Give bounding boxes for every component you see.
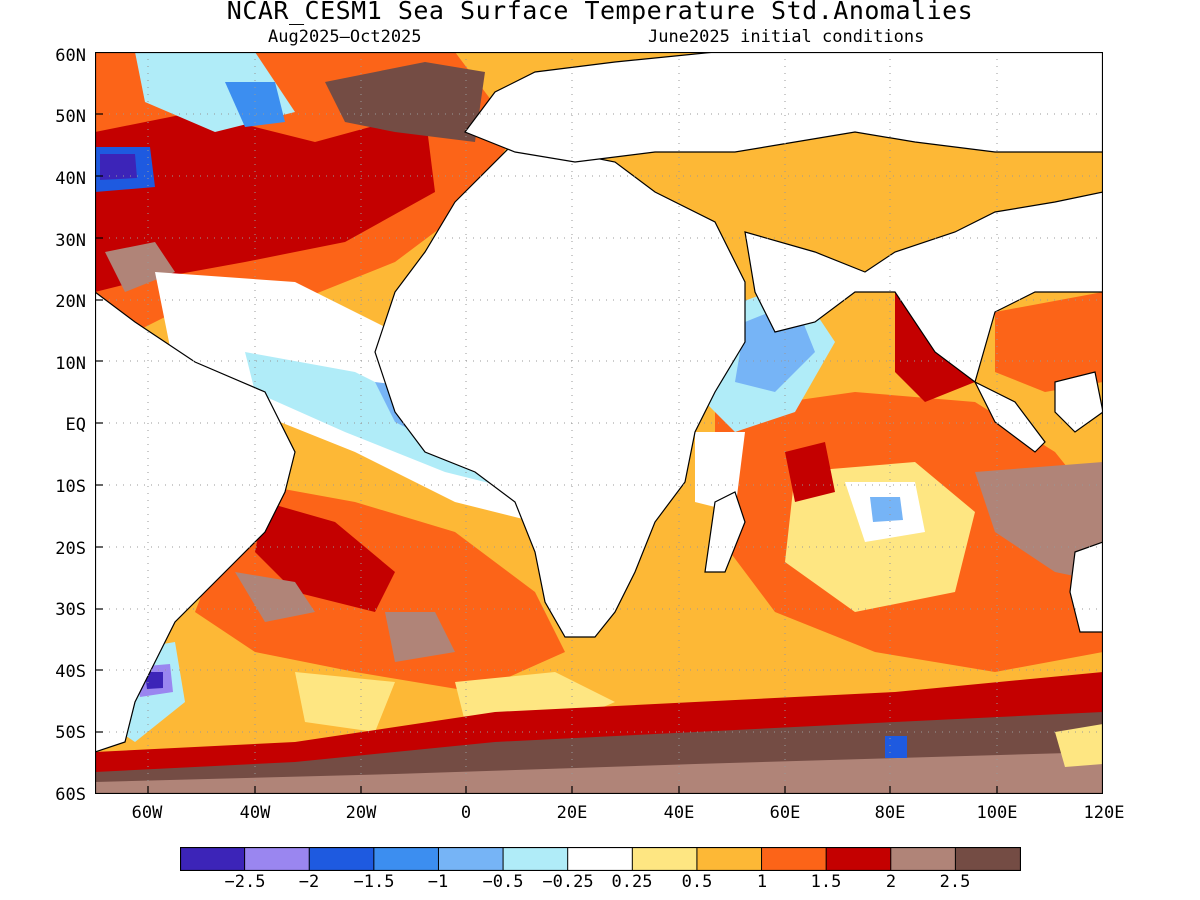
anomaly-region — [325, 62, 485, 142]
colorbar-label: −2 — [298, 872, 320, 892]
colorbar-swatch — [244, 847, 311, 871]
lat-label: 50S — [55, 723, 86, 743]
colorbar-swatch — [954, 847, 1021, 871]
initial-conditions: June2025 initial conditions — [648, 27, 925, 47]
anomaly-region — [1055, 724, 1103, 767]
lat-label: 10S — [55, 477, 86, 497]
lon-label: 40E — [663, 803, 695, 823]
colorbar-label: −0.5 — [482, 872, 524, 892]
colorbar-label: 0.25 — [611, 872, 653, 892]
lat-label: 30N — [55, 231, 86, 251]
colorbar-swatch — [890, 847, 957, 871]
lon-label: 80E — [874, 803, 906, 823]
lon-label: 40W — [239, 803, 271, 823]
colorbar-label: 1 — [756, 872, 768, 892]
colorbar-swatch — [502, 847, 569, 871]
land-sumatra — [973, 380, 1046, 453]
lon-label: 60W — [131, 803, 163, 823]
colorbar-swatch — [631, 847, 698, 871]
lon-label: 0 — [460, 803, 472, 823]
sst-anomaly-map — [95, 52, 1103, 794]
anomaly-region — [870, 497, 903, 522]
lat-label: 50N — [55, 107, 86, 127]
lat-label: 30S — [55, 600, 86, 620]
axis-ticks — [95, 113, 998, 794]
land-borneo — [1054, 371, 1103, 433]
anomaly-region — [145, 672, 163, 689]
anomaly-region — [225, 82, 285, 127]
colorbar-swatch — [567, 847, 634, 871]
colorbar-swatch — [308, 847, 375, 871]
anomaly-region — [385, 612, 455, 662]
anomaly-region — [785, 442, 835, 502]
lat-label: EQ — [65, 415, 86, 435]
colorbar-label: 2 — [885, 872, 897, 892]
colorbar-swatch — [696, 847, 763, 871]
land-arabia-asia — [744, 191, 1103, 384]
lat-label: 40N — [55, 169, 86, 189]
colorbar-swatch — [761, 847, 828, 871]
anomaly-region — [995, 292, 1103, 392]
lon-label: 20W — [345, 803, 377, 823]
colorbar-label: −0.25 — [542, 872, 594, 892]
lat-label: 20N — [55, 292, 86, 312]
colorbar-label: 1.5 — [810, 872, 842, 892]
lat-label: 40S — [55, 662, 86, 682]
lat-label: 20S — [55, 539, 86, 559]
colorbar-border — [180, 847, 1021, 871]
colorbar-swatch — [437, 847, 505, 871]
colorbar-label: −1.5 — [353, 872, 395, 892]
colorbar-label: −1 — [427, 872, 449, 892]
land-europe — [464, 52, 1103, 163]
anomaly-region — [105, 242, 175, 292]
lat-label: 60S — [55, 785, 86, 805]
forecast-period: Aug2025–Oct2025 — [268, 27, 422, 47]
lon-label: 100E — [976, 803, 1018, 823]
colorbar — [180, 847, 1021, 871]
anomaly-region — [885, 736, 907, 758]
colorbar-swatch — [373, 847, 440, 871]
lon-label: 20E — [556, 803, 588, 823]
lat-label: 10N — [55, 354, 86, 374]
anomaly-region — [100, 154, 137, 180]
graticule — [95, 52, 1103, 794]
land-australia — [1069, 541, 1103, 633]
colorbar-label: 0.5 — [681, 872, 713, 892]
lat-label: 60N — [55, 46, 86, 66]
anomaly-region — [95, 752, 1103, 794]
anomaly-region — [695, 432, 745, 512]
land-madagascar — [704, 491, 746, 573]
lon-label: 120E — [1083, 803, 1125, 823]
anomaly-region — [975, 462, 1103, 582]
colorbar-label: −2.5 — [224, 872, 266, 892]
colorbar-swatch — [180, 847, 246, 871]
lon-label: 60E — [769, 803, 801, 823]
anomaly-region — [95, 112, 435, 292]
land-south-america — [95, 291, 296, 753]
colorbar-swatch — [825, 847, 892, 871]
land-africa — [374, 141, 746, 638]
map-title: NCAR_CESM1 Sea Surface Temperature Std.A… — [226, 0, 974, 25]
anomaly-region — [295, 672, 395, 732]
colorbar-label: 2.5 — [939, 872, 971, 892]
